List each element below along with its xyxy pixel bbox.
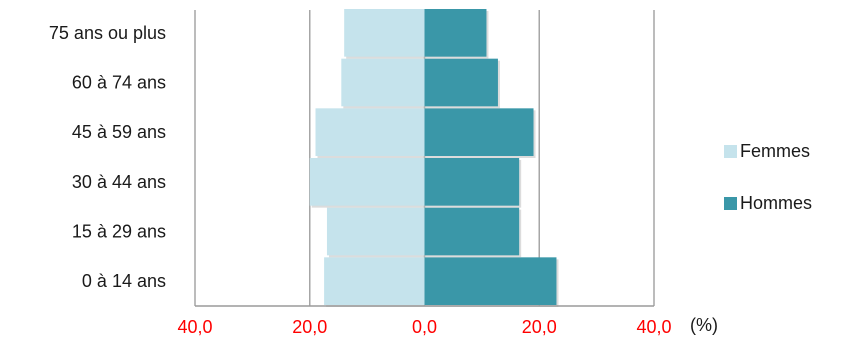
bar-hommes — [424, 257, 557, 305]
category-label: 0 à 14 ans — [82, 271, 166, 291]
tick-labels: 40,0 20,0 0,0 20,0 40,0 — [177, 317, 671, 337]
legend-swatch-femmes — [724, 145, 737, 158]
x-tick-label: 40,0 — [177, 317, 212, 337]
legend-swatch-hommes — [724, 197, 737, 210]
bar-femmes — [344, 9, 425, 57]
category-label: 30 à 44 ans — [72, 172, 166, 192]
legend: Femmes Hommes — [724, 141, 812, 213]
bar-femmes — [309, 158, 425, 206]
category-label: 60 à 74 ans — [72, 73, 166, 93]
x-tick-label: 0,0 — [412, 317, 437, 337]
x-tick-label: 20,0 — [522, 317, 557, 337]
unit-label: (%) — [690, 315, 718, 335]
bar-femmes — [326, 207, 425, 256]
legend-label: Hommes — [740, 193, 812, 213]
bar-femmes — [341, 58, 425, 107]
bar-femmes — [315, 108, 425, 156]
bar-femmes — [324, 257, 425, 305]
bar-hommes — [424, 108, 534, 156]
category-label: 15 à 29 ans — [72, 222, 166, 242]
x-tick-label: 40,0 — [636, 317, 671, 337]
bar-hommes — [424, 158, 520, 206]
bar-hommes — [424, 58, 498, 107]
bar-hommes — [424, 207, 520, 256]
category-label: 45 à 59 ans — [72, 122, 166, 142]
x-tick-label: 20,0 — [292, 317, 327, 337]
category-labels: 0 à 14 ans 15 à 29 ans 30 à 44 ans 45 à 59 … — [49, 23, 166, 291]
bar-hommes — [424, 9, 487, 57]
bars — [309, 9, 559, 307]
category-label: 75 ans ou plus — [49, 23, 166, 43]
legend-label: Femmes — [740, 141, 810, 161]
